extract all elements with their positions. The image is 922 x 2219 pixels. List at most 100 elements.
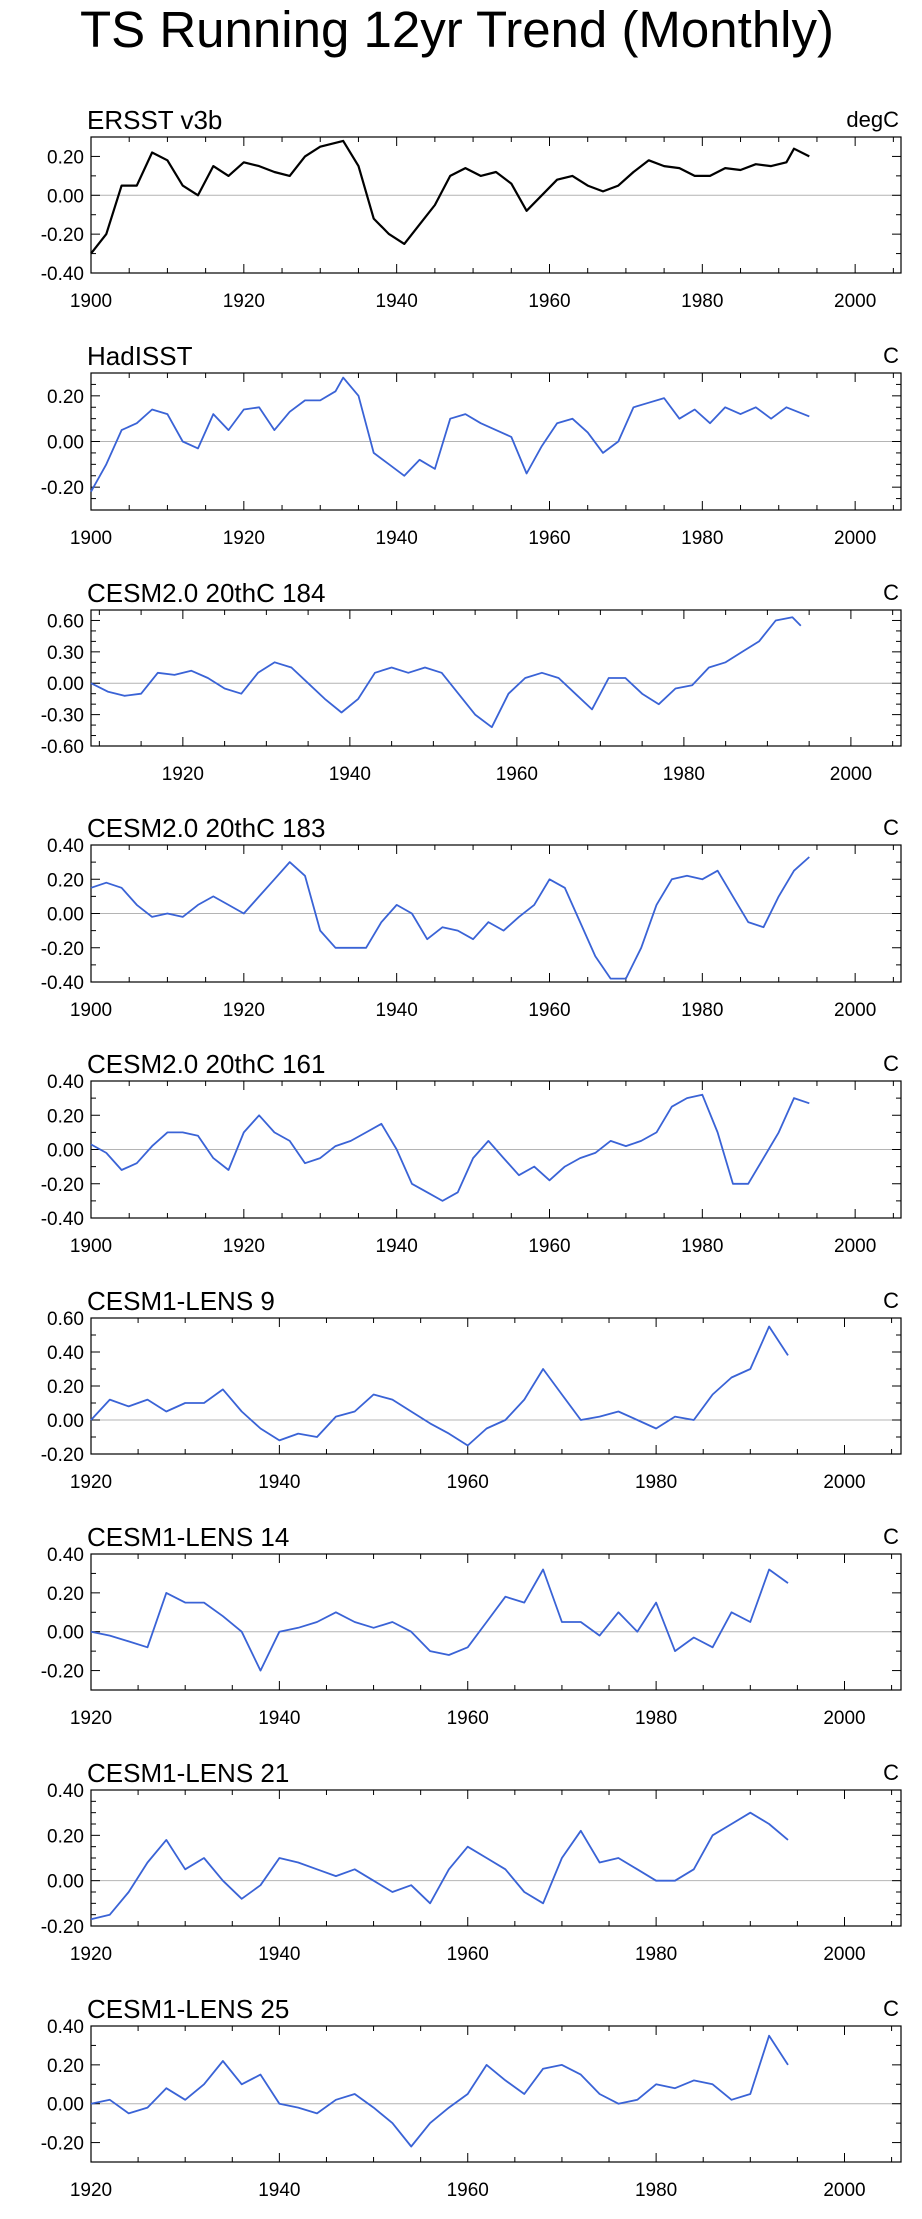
chart-4-ytick-label: 0.40	[47, 836, 84, 857]
chart-8-ytick-label: 0.00	[47, 1872, 84, 1893]
chart-5-xtick-label: 2000	[834, 1236, 876, 1257]
chart-8-xtick-label: 1920	[70, 1944, 112, 1965]
chart-7-xtick-label: 1920	[70, 1708, 112, 1729]
chart-9-xtick-label: 1920	[70, 2180, 112, 2201]
chart-1-ytick-label: -0.40	[41, 264, 84, 285]
chart-4-xtick-label: 1980	[681, 1000, 723, 1021]
chart-3-units: C	[883, 580, 899, 605]
chart-2-ytick-label: 0.20	[47, 387, 84, 408]
chart-5-xtick-label: 1960	[528, 1236, 570, 1257]
chart-8-frame	[90, 1789, 902, 1927]
chart-6-frame	[90, 1317, 902, 1455]
chart-6: 1920 1940 1960 1980 2000 -0.20 0.00 0.20 0.40 0.6…	[41, 1286, 902, 1493]
chart-4-frame	[90, 844, 902, 983]
chart-6-title: CESM1-LENS 9	[87, 1286, 275, 1316]
chart-5-xtick-label: 1920	[223, 1236, 265, 1257]
chart-1-ytick-label: -0.20	[41, 225, 84, 246]
chart-1-frame	[90, 136, 902, 274]
chart-4-ytick-label: 0.20	[47, 870, 84, 891]
chart-7-ytick-label: 0.40	[47, 1545, 84, 1566]
chart-9-title: CESM1-LENS 25	[87, 1994, 289, 2024]
chart-5-title: CESM2.0 20thC 161	[87, 1049, 325, 1079]
chart-4-ytick-label: 0.00	[47, 905, 84, 926]
chart-6-ytick-label: 0.60	[47, 1309, 84, 1330]
chart-1-xtick-label: 1940	[376, 291, 418, 312]
chart-8-xtick-label: 1940	[258, 1944, 300, 1965]
chart-3-frame	[90, 609, 902, 747]
chart-7-xtick-label: 1940	[258, 1708, 300, 1729]
chart-2: 1900 1920 1940 1960 1980 2000 -0.20 0.00 0.20Had…	[41, 341, 902, 549]
chart-4-xtick-label: 1920	[223, 1000, 265, 1021]
chart-9-units: C	[883, 1996, 899, 2021]
chart-9: 1920 1940 1960 1980 2000 -0.20 0.00 0.20 0.40CES…	[41, 1994, 902, 2201]
chart-1-units: degC	[846, 107, 899, 132]
chart-3-ytick-label: -0.30	[41, 706, 84, 727]
chart-5-ytick-label: -0.20	[41, 1175, 84, 1196]
chart-2-ytick-label: -0.20	[41, 478, 84, 499]
chart-8-xtick-label: 2000	[823, 1944, 865, 1965]
chart-6-xtick-label: 2000	[823, 1472, 865, 1493]
chart-8-units: C	[883, 1760, 899, 1785]
chart-2-xtick-label: 2000	[834, 528, 876, 549]
chart-2-xtick-label: 1940	[376, 528, 418, 549]
chart-5-xtick-label: 1980	[681, 1236, 723, 1257]
chart-1-xtick-label: 2000	[834, 291, 876, 312]
chart-9-ytick-label: -0.20	[41, 2134, 84, 2155]
chart-1-ytick-label: 0.20	[47, 147, 84, 168]
chart-1-xtick-label: 1900	[70, 291, 112, 312]
chart-2-units: C	[883, 343, 899, 368]
chart-7-xtick-label: 1960	[447, 1708, 489, 1729]
chart-8: 1920 1940 1960 1980 2000 -0.20 0.00 0.20 0.40CES…	[41, 1758, 902, 1965]
chart-8-xtick-label: 1960	[447, 1944, 489, 1965]
chart-2-xtick-label: 1960	[528, 528, 570, 549]
chart-6-ytick-label: -0.20	[41, 1445, 84, 1466]
chart-6-ytick-label: 0.20	[47, 1377, 84, 1398]
chart-5-series-line	[90, 1093, 810, 1202]
chart-3-xtick-label: 1980	[663, 764, 705, 785]
chart-3-ytick-label: -0.60	[41, 737, 84, 758]
chart-3-ytick-label: 0.30	[47, 643, 84, 664]
chart-7: 1920 1940 1960 1980 2000 -0.20 0.00 0.20 0.40CES…	[41, 1522, 902, 1729]
chart-3-xtick-label: 1960	[496, 764, 538, 785]
chart-6-xtick-label: 1940	[258, 1472, 300, 1493]
chart-4-ytick-label: -0.40	[41, 973, 84, 994]
chart-8-ytick-label: -0.20	[41, 1917, 84, 1938]
chart-6-ytick-label: 0.00	[47, 1411, 84, 1432]
chart-7-series-line	[90, 1568, 789, 1672]
chart-2-xtick-label: 1920	[223, 528, 265, 549]
chart-3-ytick-label: 0.00	[47, 674, 84, 695]
chart-2-xtick-label: 1900	[70, 528, 112, 549]
chart-5-ytick-label: 0.20	[47, 1106, 84, 1127]
chart-8-xtick-label: 1980	[635, 1944, 677, 1965]
chart-8-series-line	[90, 1811, 789, 1921]
chart-8-ytick-label: 0.20	[47, 1826, 84, 1847]
chart-2-title: HadISST	[87, 341, 193, 371]
chart-2-ytick-label: 0.00	[47, 433, 84, 454]
chart-7-ytick-label: 0.00	[47, 1623, 84, 1644]
chart-3: 1920 1940 1960 1980 2000 -0.60 -0.30 0.00 0.30 0.…	[41, 578, 902, 785]
chart-9-ytick-label: 0.20	[47, 2056, 84, 2077]
chart-4-xtick-label: 1900	[70, 1000, 112, 1021]
chart-1-xtick-label: 1980	[681, 291, 723, 312]
chart-3-xtick-label: 2000	[830, 764, 872, 785]
chart-7-xtick-label: 2000	[823, 1708, 865, 1729]
chart-1-series-line	[90, 139, 810, 255]
chart-2-series-line	[90, 376, 810, 493]
chart-5-xtick-label: 1940	[376, 1236, 418, 1257]
chart-6-units: C	[883, 1288, 899, 1313]
chart-1-title: ERSST v3b	[87, 105, 222, 135]
chart-4-xtick-label: 2000	[834, 1000, 876, 1021]
chart-3-series-line	[90, 616, 802, 729]
chart-9-frame	[90, 2025, 902, 2163]
chart-6-xtick-label: 1960	[447, 1472, 489, 1493]
chart-4-ytick-label: -0.20	[41, 939, 84, 960]
chart-9-xtick-label: 1940	[258, 2180, 300, 2201]
chart-5-units: C	[883, 1051, 899, 1076]
chart-5-frame	[90, 1080, 902, 1219]
chart-5-xtick-label: 1900	[70, 1236, 112, 1257]
chart-3-title: CESM2.0 20thC 184	[87, 578, 325, 608]
chart-2-xtick-label: 1980	[681, 528, 723, 549]
chart-4-xtick-label: 1940	[376, 1000, 418, 1021]
chart-9-ytick-label: 0.00	[47, 2095, 84, 2116]
